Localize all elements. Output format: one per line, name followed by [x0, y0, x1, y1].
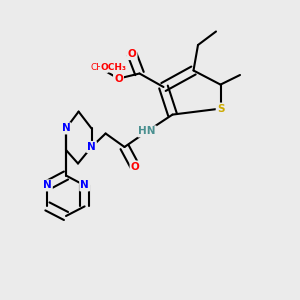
- Text: N: N: [43, 180, 52, 190]
- Text: HN: HN: [138, 126, 156, 136]
- Text: O: O: [130, 161, 140, 172]
- Text: O: O: [128, 49, 136, 59]
- Text: S: S: [217, 103, 224, 114]
- Text: OCH₃: OCH₃: [100, 63, 127, 72]
- Text: O: O: [114, 74, 123, 84]
- Text: N: N: [87, 142, 96, 152]
- Text: O: O: [128, 49, 136, 59]
- Text: N: N: [61, 123, 70, 134]
- Text: O: O: [114, 74, 123, 84]
- Text: N: N: [80, 180, 89, 190]
- Text: CH₃: CH₃: [91, 63, 107, 72]
